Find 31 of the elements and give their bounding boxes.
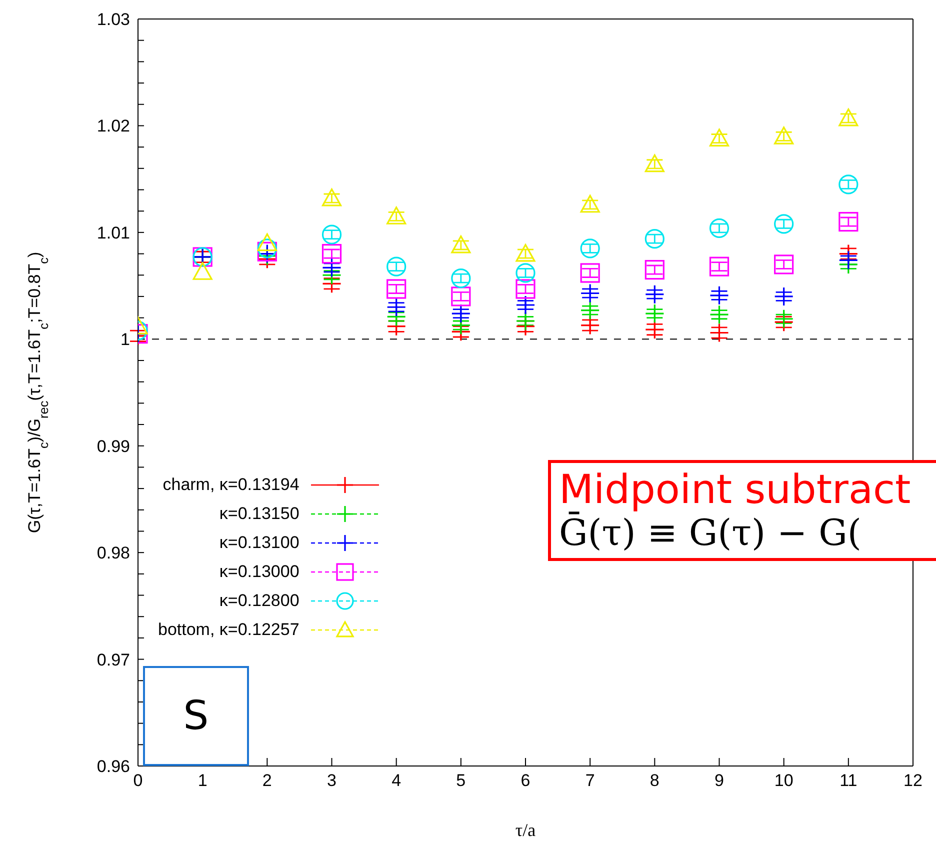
x-axis-title: τ/a [515, 820, 536, 840]
y-tick-label: 1.03 [96, 10, 130, 30]
x-tick-label: 12 [904, 771, 922, 790]
x-tick-label: 8 [650, 771, 660, 790]
x-tick-label: 3 [327, 771, 336, 790]
y-tick-label: 0.97 [96, 650, 130, 670]
y-tick-label: 1 [120, 330, 130, 350]
y-tick-label: 1.02 [96, 116, 130, 136]
x-tick-label: 6 [520, 771, 530, 790]
legend-label: κ=0.13100 [219, 532, 300, 552]
y-tick-label: 0.96 [96, 757, 130, 776]
x-tick-label: 10 [774, 771, 794, 790]
legend-label: κ=0.13150 [219, 504, 300, 524]
legend-label: bottom, κ=0.12257 [158, 620, 300, 640]
x-tick-label: 1 [198, 771, 208, 790]
x-tick-label: 9 [714, 771, 724, 790]
y-tick-label: 0.98 [96, 544, 130, 563]
x-tick-label: 11 [840, 771, 858, 790]
x-tick-label: 2 [262, 771, 272, 790]
y-tick-label: 1.01 [96, 223, 130, 242]
annotation: Ḡ(τ) ≡ G(τ) − G( [559, 513, 862, 554]
annotation: Midpoint subtract [559, 467, 912, 513]
x-tick-label: 0 [133, 771, 143, 790]
legend-label: charm, κ=0.13194 [162, 474, 300, 494]
annotation: S [143, 666, 249, 766]
x-tick-label: 7 [585, 771, 595, 790]
y-tick-label: 0.99 [96, 436, 130, 456]
legend-label: κ=0.13000 [219, 562, 300, 582]
legend-label: κ=0.12800 [219, 590, 300, 610]
x-tick-label: 5 [456, 771, 466, 790]
x-tick-label: 4 [392, 771, 402, 790]
